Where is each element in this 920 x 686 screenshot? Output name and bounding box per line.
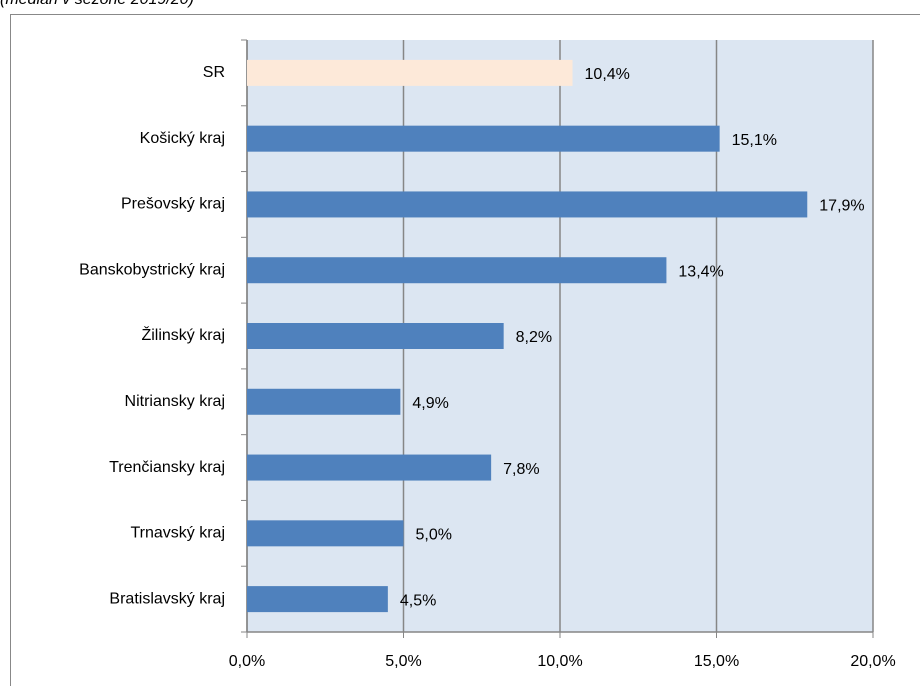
bar	[247, 59, 573, 86]
value-label: 10,4%	[585, 66, 630, 83]
x-tick-label: 10,0%	[537, 653, 582, 670]
value-label: 4,9%	[412, 395, 448, 412]
value-label: 8,2%	[516, 329, 552, 346]
value-label: 15,1%	[732, 132, 777, 149]
y-tick-label: Bratislavský kraj	[109, 590, 225, 607]
bar	[247, 454, 492, 481]
value-label: 4,5%	[400, 592, 436, 609]
y-tick-label: Košický kraj	[140, 130, 225, 147]
value-label: 5,0%	[416, 527, 452, 544]
bar	[247, 191, 808, 218]
bar	[247, 586, 388, 613]
value-label: 17,9%	[819, 198, 864, 215]
y-tick-label: Trnavský kraj	[130, 525, 225, 542]
y-tick-label: Nitriansky kraj	[125, 393, 225, 410]
bar	[247, 520, 404, 547]
y-tick-label: SR	[203, 64, 225, 81]
x-tick-label: 15,0%	[694, 653, 739, 670]
y-tick-label: Žilinský kraj	[141, 325, 225, 344]
chart-frame	[10, 14, 920, 686]
y-tick-label: Trenčiansky kraj	[109, 459, 225, 476]
y-tick-label: Prešovský kraj	[121, 196, 225, 213]
y-tick-label: Banskobystrický kraj	[79, 261, 225, 278]
x-tick-label: 20,0%	[850, 653, 895, 670]
bar	[247, 388, 401, 415]
bar	[247, 257, 667, 284]
bar	[247, 323, 504, 349]
value-label: 13,4%	[678, 263, 723, 280]
chart-subtitle: (medián v sezóne 2019/20)	[0, 0, 194, 8]
x-tick-label: 5,0%	[385, 653, 421, 670]
value-label: 7,8%	[503, 461, 539, 478]
bar	[247, 125, 720, 152]
x-tick-label: 0,0%	[229, 653, 265, 670]
